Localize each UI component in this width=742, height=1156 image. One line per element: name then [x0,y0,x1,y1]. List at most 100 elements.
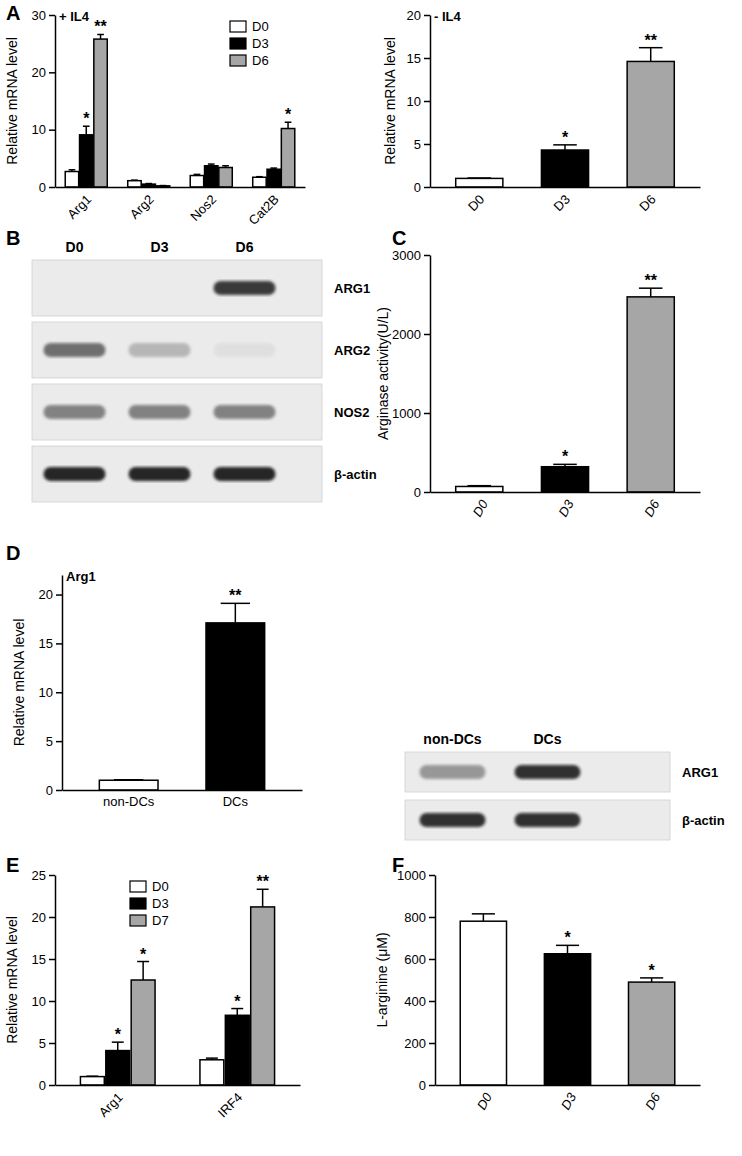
blot-band [129,405,191,419]
y-tick-mark [49,1001,55,1003]
y-axis: 0102030 [32,8,56,195]
x-tick: D6 [641,492,663,519]
y-tick: 20 [32,910,55,925]
bar [541,150,588,187]
error-cap [256,176,263,178]
y-tick-label: 10 [32,122,46,137]
blot-strip [405,752,670,792]
bar [65,172,78,187]
legend-entry: D7 [130,913,169,928]
bar [253,177,266,187]
x-tick: D6 [642,1085,664,1112]
y-tick-label: 800 [404,910,426,925]
y-axis-title: Arginase activity(U/L) [375,307,391,440]
bar [131,980,155,1085]
error-bar [257,889,269,907]
x-axis-line [431,492,701,494]
y-tick-label: 400 [404,994,426,1009]
y-tick-mark [424,58,430,60]
bar [190,176,203,187]
y-tick: 15 [39,636,62,651]
legend-swatch [130,898,146,909]
y-tick-mark [429,1001,435,1003]
plot-marks [456,48,675,187]
x-tick: Arg1 [96,1085,126,1120]
x-tick: D0 [465,187,487,214]
error-bar [208,164,215,166]
error-cap [468,485,492,487]
x-tick-label: D3 [555,497,577,520]
chart-title: + IL4 [59,9,90,24]
error-stem [86,126,88,135]
x-axis-line [56,187,306,189]
y-tick-label: 20 [39,587,53,602]
y-tick: 20 [32,65,55,80]
legend: D0D3D7 [130,879,169,928]
error-stem [235,603,237,623]
x-tick-label: DCs [223,794,249,809]
y-tick: 800 [404,910,435,925]
x-tick-label: D6 [641,497,663,520]
y-tick: 0 [39,180,55,195]
y-tick: 20 [39,587,62,602]
y-tick-mark [424,15,430,17]
legend: D0D3D6 [230,19,269,68]
blot-band [214,467,276,481]
panel-label: C [392,227,406,249]
y-tick-label: 0 [419,1078,426,1093]
y-axis-line [55,16,57,188]
y-tick-label: 20 [32,910,46,925]
legend-swatch [130,915,146,926]
y-tick-label: 10 [407,94,421,109]
lane-label: D3 [151,239,169,255]
y-tick-label: 5 [39,1036,46,1051]
error-bar [160,185,167,186]
error-bar [270,168,277,169]
y-tick-label: 10 [32,994,46,1009]
y-axis: 05101520 [407,8,431,195]
error-bar [472,914,495,921]
y-tick-label: 20 [32,65,46,80]
blot-band [44,467,106,481]
x-tick: Arg2 [127,187,157,222]
legend-entry: D3 [230,36,269,51]
significance: ** [644,272,657,289]
blot-strip [405,800,670,840]
x-tick-label: D3 [551,192,573,214]
chart: **05101520non-DCsDCsRelative mRNA levelA… [11,569,303,809]
y-tick-label: 2000 [392,327,421,342]
x-tick: Arg1 [64,187,94,222]
y-tick-label: 600 [404,952,426,967]
significance: * [234,993,241,1010]
y-tick-label: 0 [39,1078,46,1093]
error-bar [231,1009,243,1016]
significance: ** [94,18,107,35]
significance: ** [256,873,269,890]
legend-entry: D0 [230,19,269,34]
bar [80,1077,104,1085]
y-tick-label: 5 [46,734,53,749]
error-stem [567,945,569,953]
error-bar [639,48,663,62]
error-bar [468,177,492,178]
significance: * [564,929,571,946]
y-tick-mark [49,1043,55,1045]
x-tick-label: D6 [636,192,658,214]
blot: D0D3D6ARG1ARG2NOS2β-actin [32,239,377,502]
y-tick-mark [56,594,62,596]
y-tick: 0 [414,485,430,500]
plot-texts: ***** [115,873,270,1043]
y-tick: 15 [32,952,55,967]
error-bar [194,174,201,175]
error-stem [142,962,144,980]
y-axis-line [430,256,432,493]
error-bar [206,1058,218,1060]
x-axis-line [431,187,701,189]
y-tick: 0 [46,783,62,798]
error-cap [206,1057,218,1059]
error-cap [270,167,277,169]
y-axis: 0510152025 [32,868,56,1093]
error-cap [194,174,201,176]
legend-entry: D3 [130,896,169,911]
x-tick-label: D6 [642,1090,664,1113]
